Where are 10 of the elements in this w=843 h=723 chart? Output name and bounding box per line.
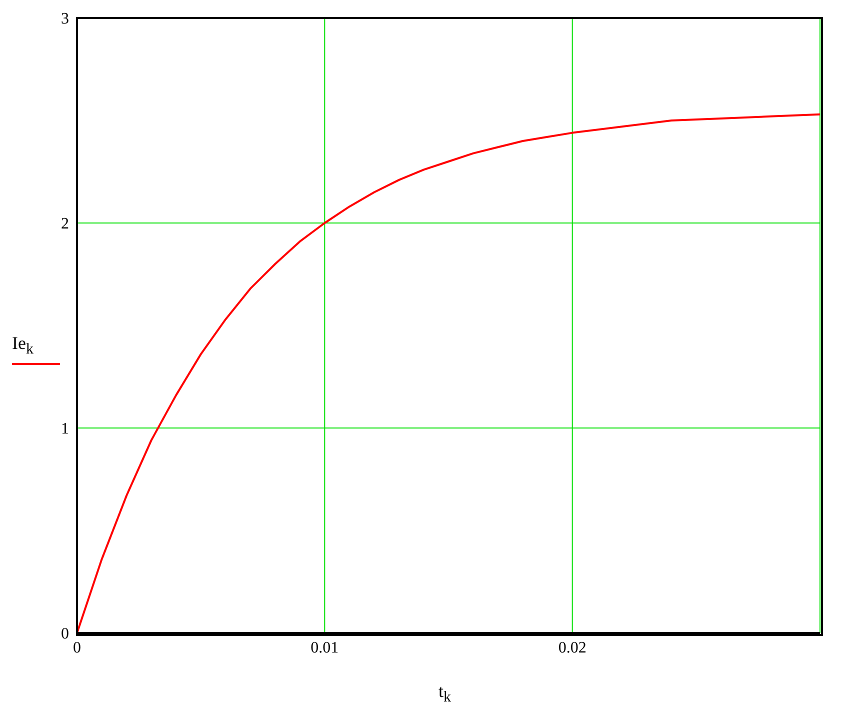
x-axis-title: t$_{k}$ (438, 681, 452, 707)
y-tick-label: 3 (61, 10, 69, 28)
y-tick-label: 1 (61, 420, 69, 438)
line-series (77, 113, 820, 633)
y-tick-label: 0 (61, 626, 69, 643)
x-tick-label: 0 (73, 639, 81, 656)
x-tick-label: 0.01 (310, 639, 339, 656)
x-tick-label: 0.02 (558, 639, 586, 656)
y-axis-title: Ie$_{k}$ (12, 333, 34, 358)
y-tick-label: 2 (61, 216, 69, 233)
